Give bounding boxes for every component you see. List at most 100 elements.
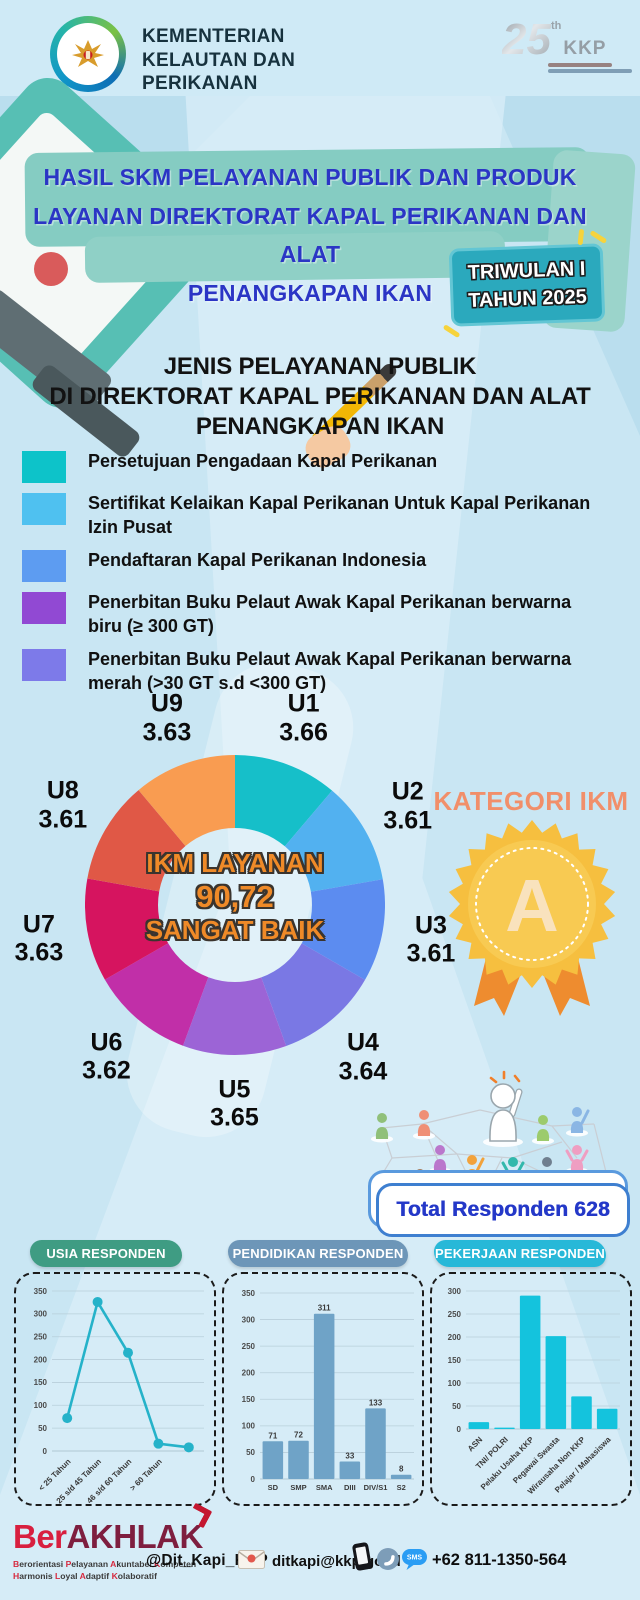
main-title-line3: PENANGKAPAN IKAN	[187, 279, 433, 306]
legend-item: Penerbitan Buku Pelaut Awak Kapal Perika…	[22, 591, 622, 639]
legend-swatch	[22, 493, 66, 525]
svg-text:150: 150	[34, 1378, 48, 1387]
berakhlak-suffix: AKHLAK	[66, 1518, 204, 1555]
svg-text:300: 300	[242, 1315, 256, 1324]
anniversary-tagline-bar1	[548, 63, 612, 67]
donut-label-U4: U4 3.64	[338, 1028, 388, 1086]
main-title: HASIL SKM PELAYANAN PUBLIK DAN PRODUK LA…	[20, 158, 600, 313]
ikm-center-line3: SANGAT BAIK	[145, 915, 325, 946]
svg-text:200: 200	[448, 1333, 462, 1342]
svg-text:0: 0	[251, 1475, 256, 1484]
legend-swatch	[22, 451, 66, 483]
legend-swatch	[22, 648, 66, 681]
legend-item: Sertifikat Kelaikan Kapal Perikanan Untu…	[22, 492, 622, 540]
ikm-donut-section: IKM LAYANAN 90,72 SANGAT BAIK KATEGORI I…	[0, 690, 640, 1150]
donut-label-U2: U2 3.61	[383, 777, 433, 835]
period-badge-line2: TAHUN 2025	[467, 285, 588, 313]
period-badge: TRIWULAN I TAHUN 2025	[442, 228, 608, 339]
main-title-line2: LAYANAN DIREKTORAT KAPAL PERIKANAN DAN A…	[33, 202, 587, 268]
donut-label-U3: U3 3.61	[406, 911, 456, 968]
svg-text:DIV/S1: DIV/S1	[364, 1483, 388, 1492]
ministry-name-line2: KELAUTAN DAN	[142, 49, 296, 71]
twitter-handle: @Dit_Kapi_KKP	[146, 1552, 268, 1569]
legend-label: Penerbitan Buku Pelaut Awak Kapal Perika…	[88, 591, 572, 636]
legend-item: Persetujuan Pengadaan Kapal Perikanan	[22, 450, 622, 483]
donut-label-U9: U9 3.63	[142, 689, 192, 747]
legend-swatch	[22, 591, 66, 624]
legend-label: Sertifikat Kelaikan Kapal Perikanan Untu…	[88, 493, 591, 537]
svg-text:S2: S2	[397, 1483, 406, 1492]
handset-icon	[384, 1555, 395, 1566]
kkp-ministry-logo	[50, 16, 126, 92]
ministry-name: KEMENTERIAN KELAUTAN DAN PERIKANAN	[142, 25, 295, 96]
legend-label: Penerbitan Buku Pelaut Awak Kapal Perika…	[88, 648, 572, 693]
svg-text:100: 100	[34, 1401, 48, 1410]
svg-text:300: 300	[34, 1310, 48, 1319]
kategori-ikm-label: KATEGORI IKM	[433, 786, 629, 816]
anniversary-suffix: th	[550, 20, 562, 32]
services-heading-line3: PENANGKAPAN IKAN	[195, 413, 445, 440]
pekerjaan-panel-title: PEKERJAAN RESPONDEN	[434, 1240, 606, 1267]
whatsapp-icon	[377, 1548, 399, 1570]
svg-text:71: 71	[268, 1431, 277, 1440]
ikm-donut-chart	[85, 755, 385, 1055]
sms-icon: SMS	[402, 1549, 427, 1570]
legend-item: Pendaftaran Kapal Perikanan Indonesia	[22, 549, 622, 582]
svg-text:ASN: ASN	[466, 1435, 484, 1453]
svg-text:100: 100	[448, 1379, 462, 1388]
donut-segment-U8	[87, 790, 186, 892]
svg-text:50: 50	[452, 1402, 461, 1411]
donut-segment-U3	[301, 879, 385, 980]
phone-screen	[355, 1546, 369, 1565]
svg-text:SMP: SMP	[290, 1483, 306, 1492]
pekerjaan-chart: 0 50 100 150 200 250 300 ASN TNI/ POLRI Pelaku Us…	[434, 1277, 630, 1503]
svg-text:200: 200	[242, 1369, 256, 1378]
svg-text:SD: SD	[268, 1483, 279, 1492]
kkp-25th-anniversary-logo: 25thKKP	[502, 18, 632, 73]
ikm-score-value: 90,72	[196, 878, 274, 914]
services-heading: JENIS PELAYANAN PUBLIK DI DIREKTORAT KAP…	[0, 352, 640, 442]
pekerjaan-panel: 0 50 100 150 200 250 300 ASN TNI/ POLRI Pelaku Us…	[430, 1272, 632, 1506]
berakhlak-tagline-line2: Harmonis Loyal Adaptif Kolaboratif	[13, 1571, 157, 1582]
svg-text:DIII: DIII	[344, 1483, 356, 1492]
svg-text:33: 33	[345, 1451, 354, 1460]
svg-text:50: 50	[38, 1424, 47, 1433]
envelope-icon	[238, 1550, 265, 1569]
ministry-name-line1: KEMENTERIAN	[142, 26, 285, 47]
svg-text:100: 100	[242, 1422, 256, 1431]
donut-label-U1: U1 3.66	[279, 689, 328, 747]
donut-segment-U9	[138, 755, 235, 847]
checklist-dot-red	[34, 252, 68, 286]
main-title-line1: HASIL SKM PELAYANAN PUBLIK DAN PRODUK	[43, 164, 577, 190]
donut-label-U7: U7 3.63	[14, 910, 64, 967]
phone-number: +62 811-1350-564	[432, 1551, 567, 1569]
pendidikan-chart: 0 50 100 150 200 250 300 350 71 72 311 33 133 8 SD SMP S…	[226, 1277, 422, 1503]
anniversary-number: 25	[502, 15, 551, 64]
svg-text:SMA: SMA	[316, 1483, 333, 1492]
anniversary-org: KKP	[563, 38, 607, 59]
svg-text:150: 150	[448, 1356, 462, 1365]
services-heading-line2: DI DIREKTORAT KAPAL PERIKANAN DAN ALAT	[49, 383, 591, 410]
svg-text:0: 0	[43, 1447, 48, 1456]
garuda-emblem-icon	[72, 40, 104, 67]
usia-chart: 0 50 100 150 200 250 300 350 < 25 Tahun 25 s/d 45…	[18, 1277, 214, 1505]
legend-item: Penerbitan Buku Pelaut Awak Kapal Perika…	[22, 648, 622, 696]
svg-text:250: 250	[242, 1342, 256, 1351]
svg-text:> 60 Tahun: > 60 Tahun	[128, 1457, 164, 1493]
svg-text:350: 350	[34, 1287, 48, 1296]
garuda-icon	[57, 23, 119, 85]
svg-text:300: 300	[448, 1287, 462, 1296]
svg-text:200: 200	[34, 1355, 48, 1364]
donut-segment-U7	[85, 878, 169, 980]
svg-text:150: 150	[242, 1395, 256, 1404]
berakhlak-tagline-line1: Berorientasi Pelayanan Akuntabel Kompete…	[13, 1559, 197, 1569]
donut-segment-U5	[183, 977, 287, 1055]
sms-label: SMS	[407, 1555, 423, 1562]
donut-label-U6: U6 3.62	[82, 1028, 131, 1085]
donut-label-U5: U5 3.65	[210, 1075, 259, 1132]
svg-text:0: 0	[457, 1425, 462, 1434]
svg-text:133: 133	[369, 1398, 383, 1407]
total-respondents-label: Total Responden 628	[396, 1198, 610, 1221]
svg-text:Pegawai Swasta: Pegawai Swasta	[511, 1435, 561, 1485]
